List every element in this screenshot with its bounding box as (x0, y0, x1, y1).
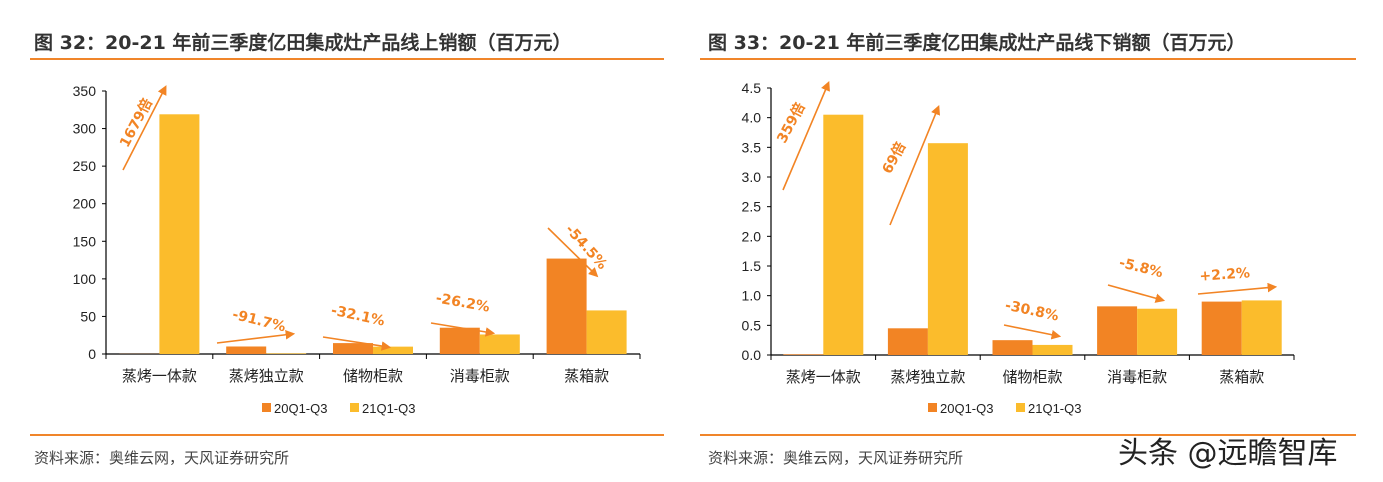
legend-label: 21Q1-Q3 (1028, 401, 1081, 416)
annotation-label: 1679倍 (116, 96, 156, 151)
source-divider (700, 434, 1356, 436)
y-tick-label: 1.5 (742, 258, 762, 274)
bar-21Q1-Q3-蒸烤独立款 (266, 353, 307, 354)
chart-title: 图 32：20-21 年前三季度亿田集成灶产品线上销额（百万元） (34, 32, 572, 54)
annotation-arrow (122, 85, 167, 171)
annotation-arrow (1107, 284, 1166, 303)
bar-20Q1-Q3-消毒柜款 (1097, 306, 1138, 355)
chart-panel-offline: 图 33：20-21 年前三季度亿田集成灶产品线下销额（百万元） 资料来源：奥维… (700, 0, 1356, 482)
legend-label: 20Q1-Q3 (274, 401, 327, 416)
y-tick-label: 0 (88, 346, 96, 362)
annotation-label: -5.8% (1117, 255, 1164, 281)
annotation-label: -26.2% (435, 290, 491, 315)
bar-20Q1-Q3-储物柜款 (992, 340, 1033, 355)
annotation-arrow (889, 105, 941, 226)
annotation-arrow (216, 329, 296, 344)
x-tick-label: 蒸烤一体款 (122, 367, 197, 385)
bar-21Q1-Q3-蒸烤一体款 (823, 114, 864, 355)
y-tick-label: 250 (73, 158, 97, 174)
bar-21Q1-Q3-储物柜款 (1032, 344, 1073, 355)
bar-20Q1-Q3-储物柜款 (333, 343, 373, 354)
y-tick-label: 3.0 (742, 169, 762, 185)
legend-swatch (350, 403, 359, 412)
x-tick-label: 储物柜款 (1002, 368, 1062, 386)
bar-20Q1-Q3-蒸烤独立款 (887, 328, 928, 355)
y-tick-label: 300 (73, 121, 97, 137)
bar-20Q1-Q3-蒸箱款 (546, 258, 587, 354)
x-tick-label: 蒸烤一体款 (786, 368, 861, 386)
y-tick-label: 2.0 (742, 228, 762, 244)
bar-21Q1-Q3-消毒柜款 (1137, 308, 1178, 355)
y-tick-label: 1.0 (742, 288, 762, 304)
legend-swatch (262, 403, 271, 412)
y-tick-label: 100 (73, 271, 97, 287)
bar-21Q1-Q3-储物柜款 (373, 346, 413, 354)
annotation-label: 359倍 (773, 100, 808, 146)
title-divider (700, 58, 1356, 60)
x-tick-label: 消毒柜款 (450, 367, 510, 385)
chart-panel-online: 图 32：20-21 年前三季度亿田集成灶产品线上销额（百万元） 资料来源：奥维… (30, 0, 664, 482)
bar-20Q1-Q3-蒸烤一体款 (783, 354, 824, 355)
annotation-label: +2.2% (1199, 265, 1251, 284)
bar-20Q1-Q3-蒸箱款 (1201, 301, 1242, 355)
source-divider (30, 434, 664, 436)
annotation-arrow (782, 81, 830, 191)
x-tick-label: 储物柜款 (343, 367, 403, 385)
bar-21Q1-Q3-蒸烤一体款 (159, 114, 200, 355)
watermark: 头条 @远瞻智库 (1118, 436, 1338, 471)
y-tick-label: 0.0 (742, 347, 762, 363)
y-tick-label: 150 (73, 233, 97, 249)
x-tick-label: 蒸烤独立款 (229, 367, 304, 385)
y-tick-label: 50 (80, 308, 96, 324)
annotation-arrow (430, 322, 496, 337)
annotation-arrow (322, 336, 392, 351)
bar-21Q1-Q3-消毒柜款 (479, 334, 520, 354)
chart-title: 图 33：20-21 年前三季度亿田集成灶产品线下销额（百万元） (708, 32, 1246, 54)
annotation-label: -30.8% (1004, 298, 1061, 325)
bar-20Q1-Q3-消毒柜款 (439, 327, 480, 354)
bar-21Q1-Q3-蒸箱款 (586, 310, 627, 354)
y-tick-label: 4.5 (742, 80, 762, 96)
chart-source: 资料来源：奥维云网，天风证券研究所 (34, 449, 290, 467)
bar-21Q1-Q3-蒸箱款 (1241, 300, 1282, 355)
legend-swatch (928, 403, 937, 412)
y-tick-label: 2.5 (742, 199, 762, 215)
y-tick-label: 4.0 (742, 110, 762, 126)
legend-label: 21Q1-Q3 (362, 401, 415, 416)
bar-20Q1-Q3-蒸烤独立款 (226, 346, 267, 354)
annotation-arrow (547, 227, 599, 278)
legend-swatch (1016, 403, 1025, 412)
legend-label: 20Q1-Q3 (940, 401, 993, 416)
annotation-label: -91.7% (231, 307, 288, 336)
x-tick-label: 蒸箱款 (1219, 368, 1264, 386)
x-tick-label: 蒸箱款 (564, 367, 609, 385)
y-tick-label: 200 (73, 196, 97, 212)
annotation-label: 69倍 (879, 139, 910, 177)
title-divider (30, 58, 664, 60)
annotation-label: -32.1% (330, 303, 387, 330)
annotation-arrow (1003, 324, 1062, 340)
y-tick-label: 0.5 (742, 317, 762, 333)
y-tick-label: 3.5 (742, 139, 762, 155)
annotation-arrow (1197, 282, 1278, 295)
chart-source: 资料来源：奥维云网，天风证券研究所 (708, 449, 964, 467)
x-tick-label: 消毒柜款 (1107, 368, 1167, 386)
bar-21Q1-Q3-蒸烤独立款 (927, 143, 968, 355)
y-tick-label: 350 (73, 83, 97, 99)
x-tick-label: 蒸烤独立款 (890, 368, 965, 386)
